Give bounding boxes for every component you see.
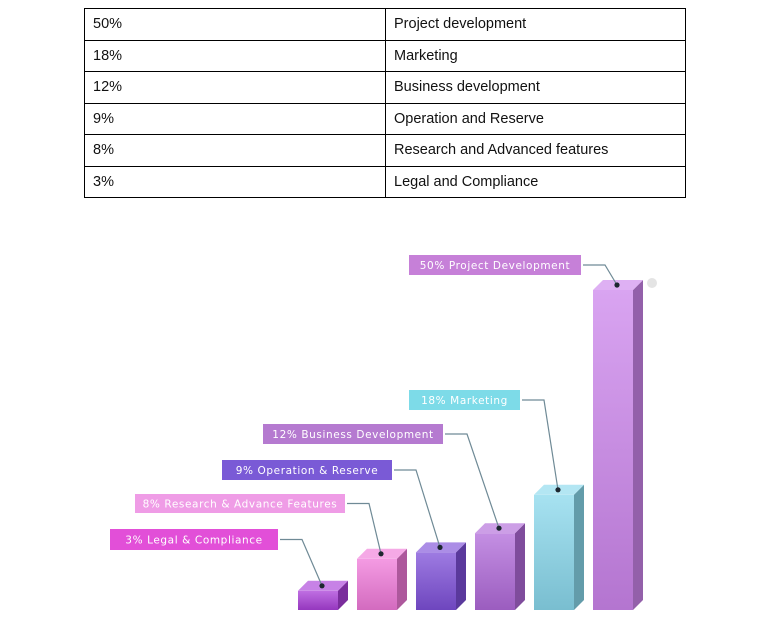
bar-front	[357, 558, 397, 610]
percent-cell: 50%	[84, 8, 386, 41]
leader-dot	[319, 583, 325, 589]
leader-dot	[555, 487, 561, 493]
category-cell: Business development	[385, 71, 686, 104]
leader-dot	[496, 525, 502, 531]
bar-label: 3% Legal & Compliance	[125, 535, 262, 547]
leader-dot	[378, 551, 384, 557]
category-cell: Operation and Reserve	[385, 102, 686, 135]
chart-marks: 3% Legal & Compliance 8% Research & Advan…	[110, 255, 657, 610]
bar-front	[298, 590, 338, 610]
category-cell: Legal and Compliance	[385, 165, 686, 198]
bar-front	[593, 290, 633, 610]
bar-label-box	[135, 494, 345, 513]
bar-label: 9% Operation & Reserve	[236, 465, 379, 477]
category-cell: Marketing	[385, 39, 686, 72]
table-row: 8% Research and Advanced features	[84, 134, 686, 167]
bar-side	[515, 523, 525, 610]
category-cell: Research and Advanced features	[385, 134, 686, 167]
bar-side	[338, 580, 348, 610]
leader-line	[583, 264, 618, 286]
leader-line	[280, 538, 323, 587]
bar-side	[633, 280, 643, 610]
bar-label-box	[110, 529, 278, 550]
table-row: 9% Operation and Reserve	[84, 102, 686, 135]
bar-label: 8% Research & Advance Features	[143, 499, 338, 511]
table-row: 50% Project development	[84, 8, 686, 41]
leader-line	[394, 469, 441, 548]
bar-label: 50% Project Development	[420, 260, 570, 272]
leader-line	[347, 502, 382, 554]
allocation-table-body: 50% Project development 18% Marketing 12% Bus…	[84, 8, 686, 198]
leader-line	[445, 433, 500, 529]
bar-front	[416, 552, 456, 610]
bar-label-box	[409, 255, 581, 275]
bar-label-box	[409, 390, 520, 410]
bar-label-box	[263, 424, 443, 444]
leader-dot	[437, 544, 443, 551]
category-cell: Project development	[385, 8, 686, 41]
bar-side	[456, 542, 466, 610]
leader-dot	[614, 282, 620, 288]
bar-label-box	[222, 460, 392, 480]
bar-label: 18% Marketing	[421, 395, 508, 407]
percent-cell: 8%	[84, 134, 386, 167]
bar-label: 12% Business Development	[272, 429, 433, 441]
percent-cell: 9%	[84, 102, 386, 135]
allocation-table: 50% Project development 18% Marketing 12% Bus…	[84, 8, 686, 198]
bar-front	[475, 533, 515, 610]
table-row: 3% Legal and Compliance	[84, 165, 686, 198]
decor-dot	[647, 278, 657, 288]
table-row: 12% Business development	[84, 71, 686, 104]
percent-cell: 3%	[84, 165, 386, 198]
leader-line	[522, 399, 559, 490]
bar-side	[574, 484, 584, 610]
bar-side	[397, 548, 407, 610]
bar-front	[534, 494, 574, 610]
